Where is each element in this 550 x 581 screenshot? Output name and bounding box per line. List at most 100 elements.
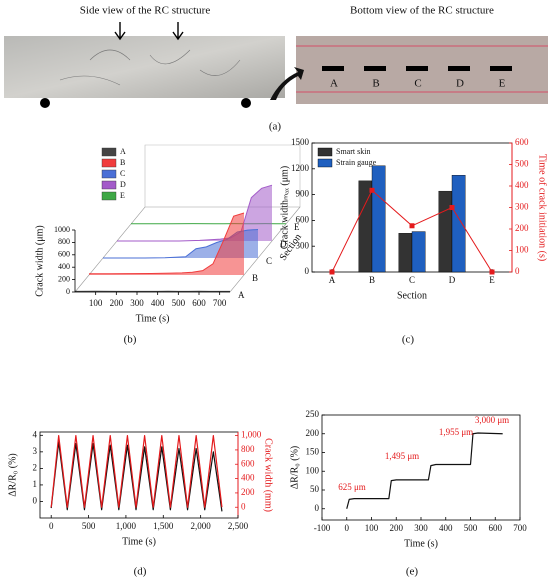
annotation: 1,495 μm <box>385 451 419 461</box>
y2-tick-label: 100 <box>515 245 529 255</box>
x-tick-label: 200 <box>110 298 124 308</box>
x-tick-label: -100 <box>314 523 331 533</box>
legend-label: C <box>120 169 125 178</box>
x-tick-label: 300 <box>130 298 144 308</box>
legend-swatch <box>317 147 333 157</box>
x-tick-label: A <box>329 275 336 285</box>
y2-tick-label: 400 <box>515 180 529 190</box>
marker-bar <box>490 66 512 71</box>
legend-swatch <box>101 158 117 168</box>
legend-swatch <box>317 158 333 168</box>
support <box>40 98 50 108</box>
line-marker <box>449 205 455 210</box>
layer-line <box>117 184 273 242</box>
legend-swatch <box>101 191 117 201</box>
y-tick-label: 1000 <box>54 225 70 234</box>
side-title: Side view of the RC structure <box>80 5 211 17</box>
side-photo <box>4 36 285 98</box>
x-tick-label: 2,500 <box>228 521 249 531</box>
y-tick-label: 0 <box>66 287 70 296</box>
y-tick-label: 900 <box>296 189 310 199</box>
panel-label: (b) <box>124 334 137 346</box>
x-tick-label: 0 <box>345 523 350 533</box>
y-tick-label: 250 <box>306 409 320 419</box>
plot-frame <box>321 414 521 521</box>
y2-tick-label: 800 <box>241 444 255 454</box>
x-tick-label: 500 <box>82 521 96 531</box>
x-tick-label: 1,500 <box>153 521 174 531</box>
y-tick-label: 400 <box>58 262 70 271</box>
line-marker <box>329 269 335 275</box>
legend-label: Strain gauge <box>336 158 377 167</box>
x-tick-label: 200 <box>390 523 404 533</box>
panel-label: (e) <box>406 566 419 578</box>
x-tick-label: 600 <box>192 298 206 308</box>
y2-tick-label: 600 <box>241 458 255 468</box>
marker-bar <box>406 66 428 71</box>
y-tick-label: 800 <box>58 237 70 246</box>
y2-axis-label: Crack width (mm) <box>263 438 274 512</box>
x-tick-label: 500 <box>464 523 478 533</box>
panel-label: (d) <box>134 566 147 578</box>
bar <box>451 175 466 273</box>
y-tick-label: 600 <box>58 250 70 259</box>
x-tick-label: 2,000 <box>191 521 212 531</box>
y-tick-label: 1200 <box>291 163 310 173</box>
back-wall <box>144 144 301 207</box>
y-axis-label: Crack widthₘₐₓ (μm) <box>279 166 290 249</box>
marker-bar <box>448 66 470 71</box>
y2-tick-label: 500 <box>515 159 529 169</box>
x-tick-label: 400 <box>151 298 165 308</box>
y-tick-label: 1500 <box>291 137 310 147</box>
y2-tick-label: 0 <box>241 501 246 511</box>
y2-tick-label: 400 <box>241 473 255 483</box>
bar <box>411 231 426 273</box>
x-tick-label: E <box>489 275 495 285</box>
x-tick-label: C <box>409 275 415 285</box>
x-axis-label: Time (s) <box>136 313 170 324</box>
y2-tick-label: 600 <box>515 137 529 147</box>
y-axis-label: Crack width (μm) <box>34 225 45 296</box>
y-tick-label: 200 <box>58 274 70 283</box>
y-tick-label: 4 <box>33 429 38 439</box>
section-label: D <box>280 239 287 249</box>
arrows <box>114 22 184 41</box>
photo-label: E <box>499 78 506 90</box>
x-tick-label: 500 <box>172 298 186 308</box>
y-tick-label: 0 <box>305 266 310 276</box>
annotation: 625 μm <box>338 482 366 492</box>
y2-tick-label: 200 <box>241 487 255 497</box>
panel-label: (c) <box>402 334 415 346</box>
photo-lines <box>296 45 548 93</box>
layer-fill <box>89 213 244 275</box>
support <box>241 98 251 108</box>
x-tick-label: 0 <box>49 521 54 531</box>
x-axis-label: Section <box>397 290 427 301</box>
layer-line <box>89 212 245 275</box>
photo-label: C <box>414 78 421 90</box>
y-axis-label: ΔR/R₀ (%) <box>289 446 300 490</box>
photo-label: B <box>372 78 379 90</box>
y-tick-label: 1 <box>33 479 38 489</box>
legend-label: E <box>120 191 125 200</box>
annotation: 1,955 μm <box>439 427 473 437</box>
legend-swatch <box>101 147 117 157</box>
line-series <box>50 441 223 512</box>
y-tick-label: 2 <box>33 462 38 472</box>
x-tick-label: 700 <box>513 523 527 533</box>
legend-swatch <box>101 169 117 179</box>
section-label: A <box>238 290 245 300</box>
x-tick-label: 400 <box>439 523 453 533</box>
bar <box>438 190 453 273</box>
curved-arrow <box>270 67 304 100</box>
line-series <box>346 432 503 509</box>
line-marker <box>489 269 495 275</box>
y-tick-label: 0 <box>315 503 320 513</box>
y-tick-label: 50 <box>310 484 320 494</box>
bottom-title: Bottom view of the RC structure <box>350 5 494 17</box>
x-tick-label: 100 <box>365 523 379 533</box>
y-tick-label: 0 <box>33 496 38 506</box>
y2-tick-label: 1,000 <box>241 430 262 440</box>
